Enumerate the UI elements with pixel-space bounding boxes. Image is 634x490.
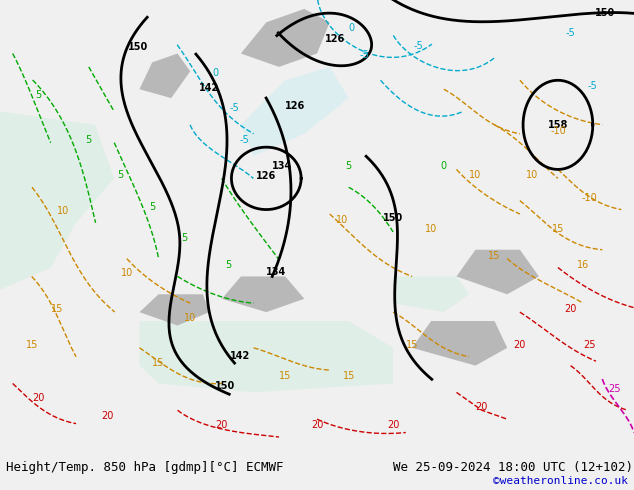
Text: 15: 15 — [152, 358, 165, 368]
Polygon shape — [241, 67, 349, 156]
Text: -10: -10 — [550, 126, 566, 136]
Polygon shape — [412, 321, 507, 366]
Text: 15: 15 — [51, 304, 63, 314]
Text: 126: 126 — [285, 101, 305, 111]
Text: 5: 5 — [225, 260, 231, 270]
Text: 20: 20 — [387, 420, 399, 430]
Text: 10: 10 — [336, 215, 349, 225]
Text: 0: 0 — [441, 161, 447, 172]
Text: 15: 15 — [488, 250, 501, 261]
Text: 20: 20 — [514, 340, 526, 350]
Text: -5: -5 — [239, 135, 249, 145]
Text: 0: 0 — [349, 23, 355, 33]
Polygon shape — [139, 294, 209, 325]
Text: 15: 15 — [342, 371, 355, 381]
Polygon shape — [139, 53, 190, 98]
Text: 5: 5 — [346, 161, 352, 172]
Text: 15: 15 — [25, 340, 38, 350]
Text: 0: 0 — [212, 68, 219, 78]
Polygon shape — [393, 276, 469, 312]
Text: 20: 20 — [216, 420, 228, 430]
Polygon shape — [456, 250, 539, 294]
Text: 20: 20 — [32, 393, 44, 403]
Text: 10: 10 — [184, 313, 197, 323]
Text: 5: 5 — [35, 90, 41, 100]
Text: 150: 150 — [128, 42, 148, 52]
Text: 142: 142 — [230, 351, 250, 361]
Text: 20: 20 — [476, 402, 488, 412]
Text: 10: 10 — [120, 269, 133, 278]
Text: 150: 150 — [215, 381, 235, 391]
Text: 5: 5 — [149, 201, 155, 212]
Text: 15: 15 — [279, 371, 292, 381]
Text: 150: 150 — [595, 8, 616, 18]
Text: -5: -5 — [566, 27, 576, 38]
Text: ©weatheronline.co.uk: ©weatheronline.co.uk — [493, 476, 628, 486]
Text: 126: 126 — [256, 171, 276, 181]
Text: Height/Temp. 850 hPa [gdmp][°C] ECMWF: Height/Temp. 850 hPa [gdmp][°C] ECMWF — [6, 462, 284, 474]
Text: 5: 5 — [117, 171, 124, 180]
Text: -5: -5 — [588, 81, 598, 91]
Text: 16: 16 — [577, 260, 590, 270]
Text: -10: -10 — [582, 193, 597, 203]
Text: 10: 10 — [526, 171, 539, 180]
Text: 134: 134 — [272, 161, 292, 172]
Text: 25: 25 — [609, 384, 621, 394]
Text: 150: 150 — [383, 213, 403, 223]
Text: 158: 158 — [548, 120, 568, 130]
Text: 15: 15 — [552, 224, 564, 234]
Text: 5: 5 — [86, 135, 92, 145]
Text: 15: 15 — [406, 340, 418, 350]
Text: 10: 10 — [57, 206, 70, 216]
Polygon shape — [139, 321, 393, 392]
Text: We 25-09-2024 18:00 UTC (12+102): We 25-09-2024 18:00 UTC (12+102) — [393, 462, 633, 474]
Polygon shape — [0, 112, 114, 290]
Text: 126: 126 — [325, 34, 345, 45]
Text: -5: -5 — [359, 50, 370, 60]
Text: 10: 10 — [469, 171, 482, 180]
Text: -5: -5 — [413, 41, 424, 51]
Text: 10: 10 — [425, 224, 437, 234]
Text: 142: 142 — [199, 83, 219, 94]
Text: 5: 5 — [181, 233, 187, 243]
Text: 20: 20 — [311, 420, 323, 430]
Text: 20: 20 — [101, 411, 114, 421]
Text: 25: 25 — [583, 340, 596, 350]
Text: -5: -5 — [230, 103, 240, 114]
Polygon shape — [241, 9, 330, 67]
Text: 20: 20 — [564, 304, 577, 314]
Polygon shape — [222, 276, 304, 312]
Text: 134: 134 — [266, 267, 286, 277]
